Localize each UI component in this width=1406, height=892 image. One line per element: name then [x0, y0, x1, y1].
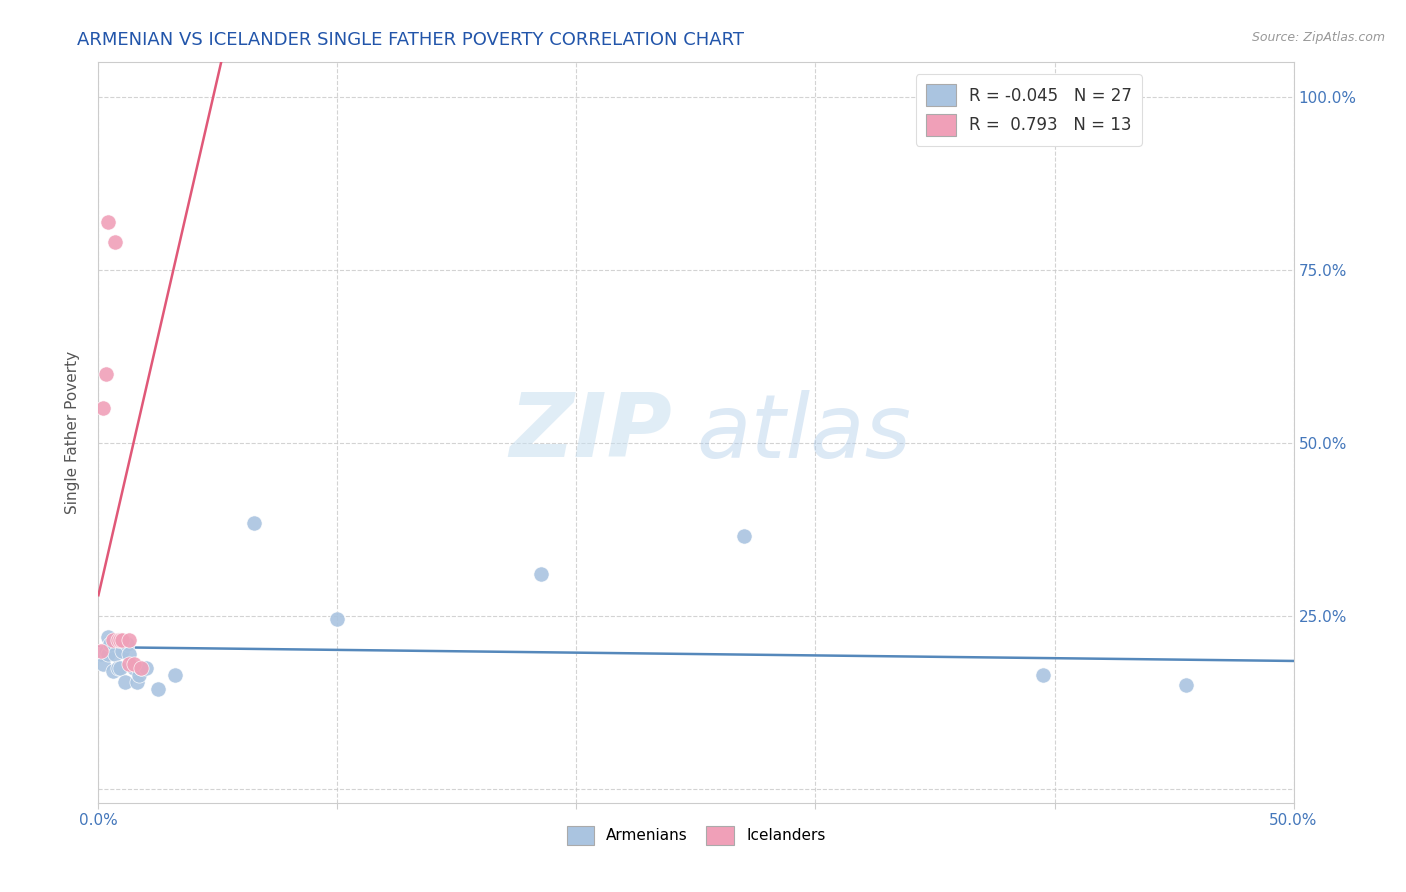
Point	[131, 661, 153, 675]
Point	[90, 643, 112, 657]
Point	[91, 401, 114, 416]
Point	[118, 647, 141, 661]
Point	[108, 633, 131, 648]
Point	[94, 643, 117, 657]
Point	[90, 647, 112, 661]
Point	[111, 633, 134, 648]
Point	[101, 633, 124, 648]
Point	[124, 657, 146, 672]
Point	[128, 667, 150, 681]
Point	[94, 367, 117, 381]
Point	[107, 633, 129, 648]
Text: Source: ZipAtlas.com: Source: ZipAtlas.com	[1251, 31, 1385, 45]
Point	[101, 665, 124, 679]
Point	[1032, 667, 1054, 681]
Point	[163, 667, 186, 681]
Text: ARMENIAN VS ICELANDER SINGLE FATHER POVERTY CORRELATION CHART: ARMENIAN VS ICELANDER SINGLE FATHER POVE…	[77, 31, 744, 49]
Point	[114, 674, 136, 689]
Point	[148, 681, 170, 696]
Point	[111, 643, 134, 657]
Point	[107, 661, 129, 675]
Point	[326, 612, 349, 626]
Y-axis label: Single Father Poverty: Single Father Poverty	[65, 351, 80, 514]
Point	[97, 647, 120, 661]
Text: ZIP: ZIP	[509, 389, 672, 476]
Point	[135, 661, 157, 675]
Point	[243, 516, 266, 530]
Point	[108, 661, 131, 675]
Point	[118, 633, 141, 648]
Point	[97, 214, 120, 228]
Point	[97, 630, 120, 644]
Point	[1175, 678, 1198, 692]
Point	[98, 637, 122, 651]
Text: atlas: atlas	[696, 390, 911, 475]
Point	[131, 661, 153, 675]
Point	[115, 637, 138, 651]
Point	[104, 647, 127, 661]
Point	[118, 657, 141, 672]
Point	[104, 235, 127, 250]
Point	[91, 657, 114, 672]
Point	[530, 567, 553, 582]
Point	[733, 529, 755, 543]
Point	[124, 661, 146, 675]
Legend: Armenians, Icelanders: Armenians, Icelanders	[561, 820, 831, 851]
Point	[125, 674, 148, 689]
